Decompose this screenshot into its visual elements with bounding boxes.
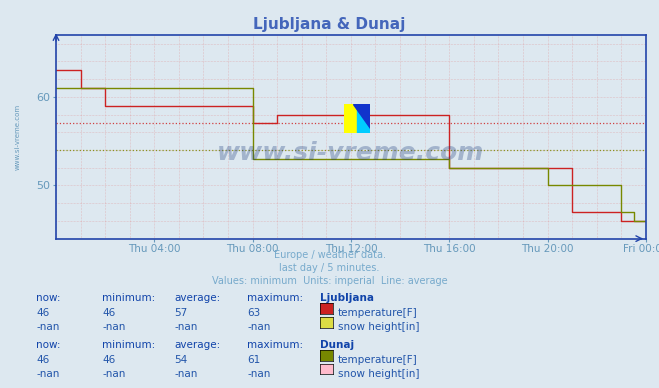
Text: Dunaj: Dunaj: [320, 340, 354, 350]
Text: snow height[in]: snow height[in]: [338, 322, 420, 332]
Text: 46: 46: [36, 355, 49, 365]
Text: minimum:: minimum:: [102, 340, 156, 350]
Text: minimum:: minimum:: [102, 293, 156, 303]
Text: -nan: -nan: [247, 322, 270, 332]
Text: www.si-vreme.com: www.si-vreme.com: [14, 104, 20, 170]
Text: 57: 57: [175, 308, 188, 319]
Text: now:: now:: [36, 340, 61, 350]
Polygon shape: [353, 104, 370, 128]
Text: 46: 46: [36, 308, 49, 319]
Text: 63: 63: [247, 308, 260, 319]
Text: -nan: -nan: [175, 369, 198, 379]
Text: maximum:: maximum:: [247, 340, 303, 350]
Text: average:: average:: [175, 340, 221, 350]
Text: snow height[in]: snow height[in]: [338, 369, 420, 379]
Text: 61: 61: [247, 355, 260, 365]
Text: -nan: -nan: [102, 322, 125, 332]
Text: Ljubljana & Dunaj: Ljubljana & Dunaj: [253, 17, 406, 33]
Text: last day / 5 minutes.: last day / 5 minutes.: [279, 263, 380, 273]
Bar: [357, 104, 370, 133]
Text: Ljubljana: Ljubljana: [320, 293, 374, 303]
Text: temperature[F]: temperature[F]: [338, 308, 418, 319]
Text: 46: 46: [102, 355, 115, 365]
Text: average:: average:: [175, 293, 221, 303]
Text: -nan: -nan: [36, 369, 59, 379]
Text: maximum:: maximum:: [247, 293, 303, 303]
Text: -nan: -nan: [247, 369, 270, 379]
Text: -nan: -nan: [36, 322, 59, 332]
Text: -nan: -nan: [175, 322, 198, 332]
Bar: [344, 104, 357, 133]
Text: -nan: -nan: [102, 369, 125, 379]
Text: 54: 54: [175, 355, 188, 365]
Text: temperature[F]: temperature[F]: [338, 355, 418, 365]
Text: Values: minimum  Units: imperial  Line: average: Values: minimum Units: imperial Line: av…: [212, 276, 447, 286]
Text: Europe / weather data.: Europe / weather data.: [273, 250, 386, 260]
Text: now:: now:: [36, 293, 61, 303]
Text: www.si-vreme.com: www.si-vreme.com: [217, 141, 484, 165]
Text: 46: 46: [102, 308, 115, 319]
